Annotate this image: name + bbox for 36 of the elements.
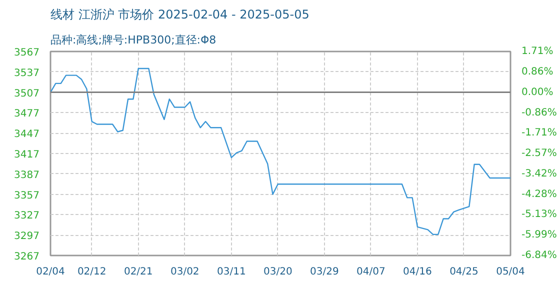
- y2-tick-label: -0.86%: [522, 107, 557, 118]
- y2-tick-label: 0.00%: [522, 86, 554, 98]
- y-tick-label: 3357: [14, 190, 40, 202]
- x-tick-label: 03/29: [310, 266, 339, 278]
- x-tick-label: 03/02: [170, 266, 200, 278]
- y2-tick-label: -2.57%: [522, 148, 557, 160]
- y2-tick-label: -1.71%: [522, 128, 557, 139]
- x-tick-label: 04/07: [356, 266, 386, 278]
- x-tick-label: 04/16: [403, 266, 432, 278]
- y-tick-label: 3447: [14, 129, 40, 140]
- x-tick-label: 02/04: [36, 266, 65, 278]
- y2-tick-label: -3.42%: [522, 168, 557, 180]
- y2-tick-label: -5.13%: [522, 209, 557, 220]
- y2-tick-label: 0.86%: [522, 66, 554, 78]
- chart-title: 线材 江浙沪 市场价 2025-02-04 - 2025-05-05: [50, 8, 310, 22]
- x-tick-label: 03/11: [216, 266, 246, 278]
- y-tick-label: 3327: [14, 210, 40, 222]
- x-tick-label: 05/04: [496, 266, 525, 278]
- y2-tick-label: -4.28%: [522, 188, 557, 200]
- x-tick-label: 03/20: [264, 266, 292, 278]
- y-tick-label: 3417: [14, 150, 40, 160]
- chart-subtitle: 品种:高线;牌号:HPB300;直径:Φ8: [50, 34, 216, 46]
- y-tick-label: 3537: [14, 68, 40, 79]
- y-tick-label: 3477: [14, 108, 40, 120]
- y-tick-label: 3297: [14, 231, 40, 242]
- x-tick-label: 04/25: [450, 266, 478, 278]
- x-tick-label: 02/12: [77, 266, 106, 278]
- y-tick-label: 3567: [14, 48, 40, 58]
- y-tick-label: 3387: [14, 170, 40, 181]
- line-series: [50, 68, 510, 236]
- y-tick-label: 3507: [14, 88, 40, 100]
- y-tick-label: 3267: [14, 252, 40, 262]
- y2-tick-label: -5.99%: [522, 230, 557, 241]
- x-tick-label: 02/21: [124, 266, 153, 278]
- y2-tick-label: 1.71%: [522, 46, 554, 57]
- y2-tick-label: -6.84%: [522, 250, 557, 261]
